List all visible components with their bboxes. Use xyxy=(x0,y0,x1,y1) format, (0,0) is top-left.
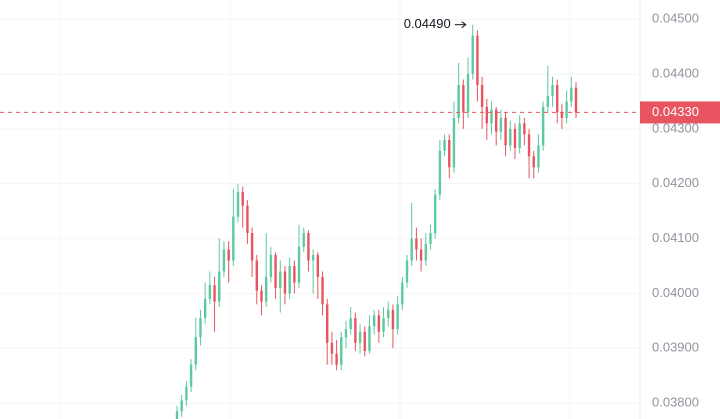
y-tick-label: 0.04000 xyxy=(652,285,699,300)
y-tick-label: 0.03800 xyxy=(652,395,699,410)
y-tick-label: 0.04500 xyxy=(652,11,699,26)
candle-body xyxy=(274,255,277,288)
candle-body xyxy=(222,249,226,272)
candle-body xyxy=(368,326,371,351)
candle-body xyxy=(551,85,554,96)
candle-body xyxy=(311,255,315,261)
candle-body xyxy=(293,265,296,283)
y-tick-label: 0.04300 xyxy=(652,120,699,135)
y-tick-label: 0.04400 xyxy=(652,65,699,80)
candle-body xyxy=(433,194,437,234)
candle-body xyxy=(410,238,413,261)
candle-body xyxy=(358,331,362,343)
candle-body xyxy=(326,304,329,343)
candle-body xyxy=(189,364,193,387)
candle-body xyxy=(518,123,521,149)
candle-body xyxy=(523,123,526,135)
y-tick-label: 0.04100 xyxy=(652,230,699,245)
candle-body xyxy=(316,255,320,277)
candle-body xyxy=(218,271,221,302)
candle-body xyxy=(297,246,301,283)
candle-body xyxy=(236,191,240,217)
candle-body xyxy=(321,276,324,305)
candle-body xyxy=(363,331,366,351)
candle-body xyxy=(269,255,273,277)
candle-body xyxy=(387,309,390,319)
candle-body xyxy=(480,85,484,107)
candle-body xyxy=(466,74,470,113)
candle-body xyxy=(457,85,460,118)
candle-body xyxy=(495,109,498,132)
candle-body xyxy=(227,249,230,261)
candle-body xyxy=(208,285,212,299)
candle-body xyxy=(180,400,183,412)
candle-body xyxy=(401,282,404,305)
candle-body xyxy=(476,35,479,86)
candle-body xyxy=(527,134,531,157)
y-tick-label: 0.04200 xyxy=(652,175,699,190)
candle-body xyxy=(560,112,564,118)
candle-body xyxy=(424,244,427,261)
candle-body xyxy=(335,353,338,365)
candle-body xyxy=(349,318,352,330)
candle-body xyxy=(232,216,235,261)
candle-body xyxy=(541,106,545,146)
candle-body xyxy=(532,156,535,168)
candle-body xyxy=(288,265,291,294)
candle-body xyxy=(556,85,559,113)
candle-body xyxy=(513,128,517,149)
candle-body xyxy=(396,304,399,330)
candle-body xyxy=(302,233,305,247)
candle-body xyxy=(185,386,188,401)
candle-body xyxy=(340,337,343,365)
candle-body xyxy=(419,249,423,261)
candle-body xyxy=(438,150,442,195)
candle-body xyxy=(199,318,202,338)
last-price-box xyxy=(640,101,720,124)
candle-body xyxy=(330,342,334,354)
candle-body xyxy=(574,87,578,113)
candle-body xyxy=(354,318,357,343)
last-price-label: 0.04330 xyxy=(652,104,699,119)
candle-body xyxy=(471,35,474,75)
candle-body xyxy=(264,276,268,302)
candle-body xyxy=(279,271,282,288)
annotation-arrowhead xyxy=(461,21,467,29)
candle-body xyxy=(485,106,489,124)
candle-body xyxy=(372,315,376,327)
candle-body xyxy=(537,145,540,168)
candle-body xyxy=(213,285,216,302)
candle-body xyxy=(546,95,550,107)
candle-body xyxy=(175,411,179,419)
candle-body xyxy=(443,139,446,151)
candle-body xyxy=(405,260,409,283)
candle-body xyxy=(415,238,418,250)
candle-body xyxy=(504,117,507,146)
candle-body xyxy=(194,337,197,365)
candle-body xyxy=(509,128,512,146)
candle-body xyxy=(452,117,456,168)
candle-body xyxy=(448,139,451,168)
y-tick-label: 0.03900 xyxy=(652,340,699,355)
candle-body xyxy=(570,87,573,102)
candle-body xyxy=(377,315,381,332)
candle-body xyxy=(260,290,263,302)
candle-body xyxy=(565,101,568,118)
candle-body xyxy=(203,298,207,319)
candle-body xyxy=(241,191,244,206)
candle-body xyxy=(382,318,385,332)
candle-body xyxy=(283,271,287,294)
candle-body xyxy=(490,109,493,124)
candle-body xyxy=(246,205,249,234)
candle-body xyxy=(391,309,395,330)
candle-body xyxy=(462,85,465,113)
candle-body xyxy=(429,233,432,245)
candle-body xyxy=(499,117,503,132)
candle-body xyxy=(307,233,310,261)
candle-body xyxy=(250,233,254,261)
candle-body xyxy=(255,260,258,291)
candle-body xyxy=(344,329,348,338)
max-annotation: 0.04490 xyxy=(404,16,451,31)
